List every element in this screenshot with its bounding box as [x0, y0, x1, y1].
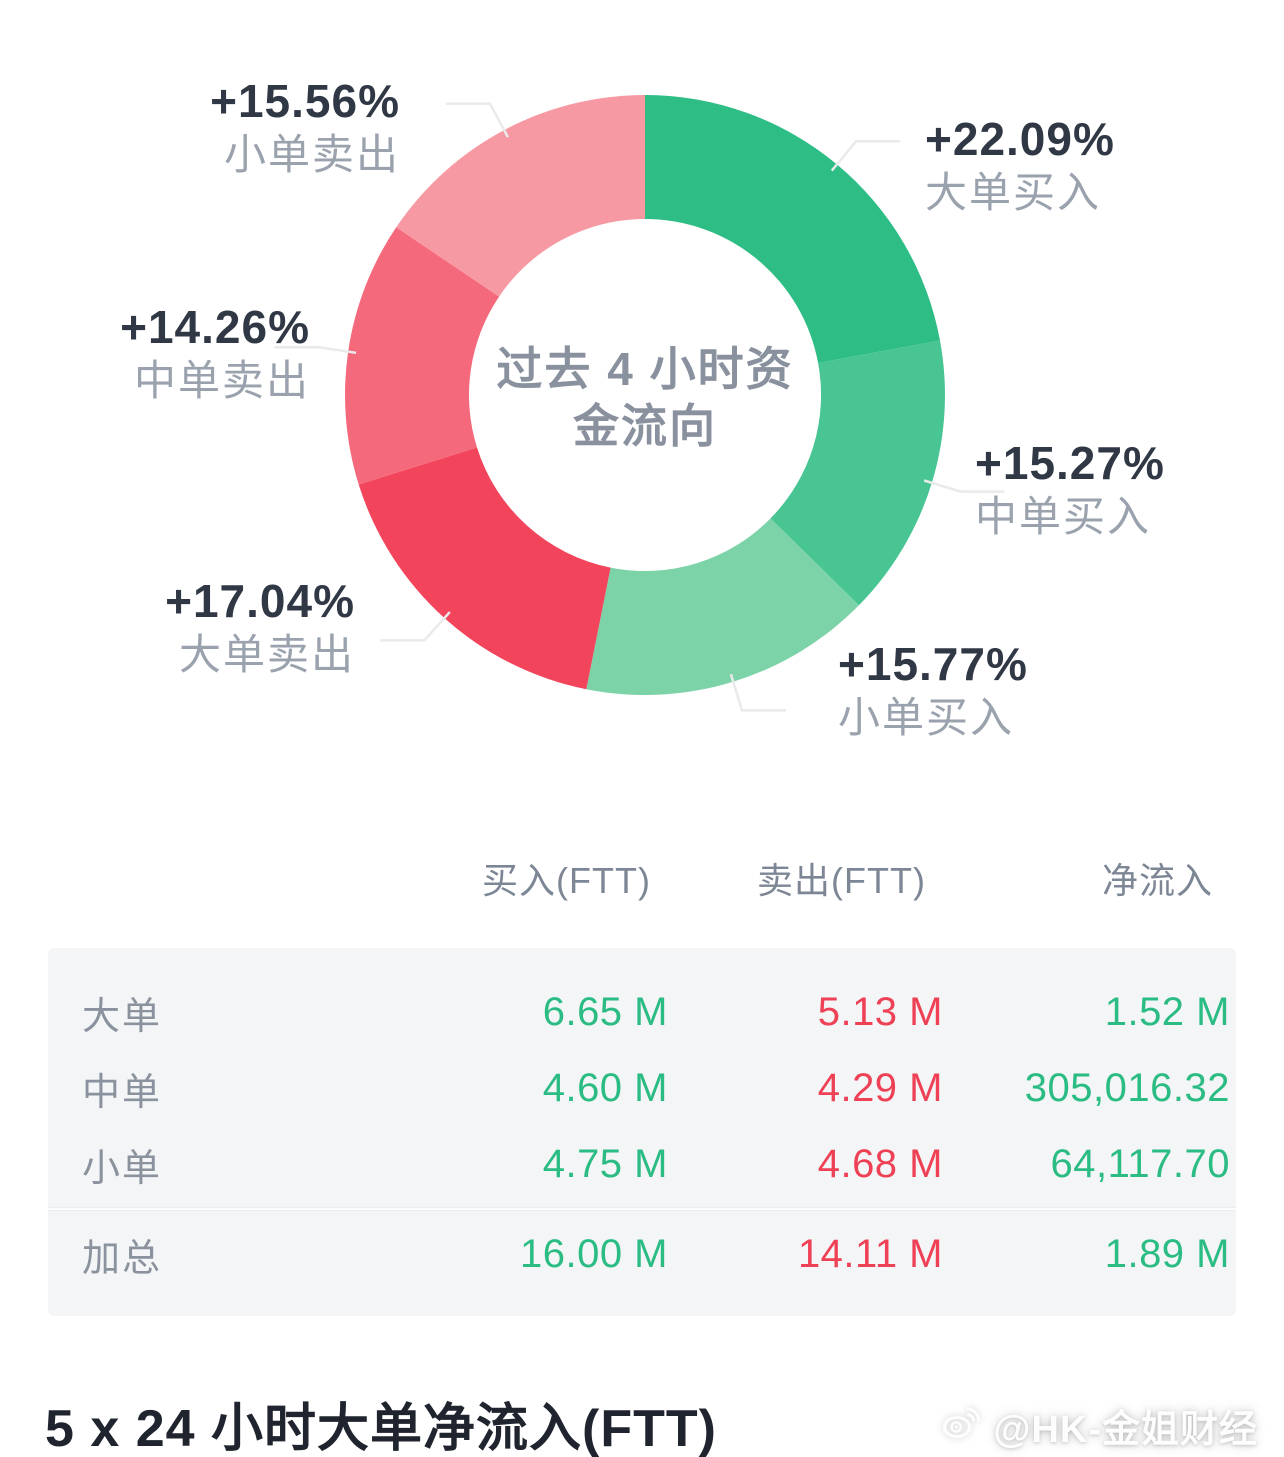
table-panel: 大单 6.65 M 5.13 M 1.52 M 中单 4.60 M 4.29 M… — [48, 948, 1236, 1316]
fund-flow-donut-chart — [274, 95, 1005, 712]
donut-slice-小单卖出 — [396, 95, 645, 297]
slice-pct-mid-sell: +14.26% — [120, 301, 310, 353]
donut-slice-大单卖出 — [358, 447, 611, 690]
mid-net-value: 305,016.32 — [1024, 1065, 1230, 1110]
slice-pct-big-sell: +17.04% — [165, 575, 355, 627]
small-net-value: 64,117.70 — [1050, 1141, 1230, 1186]
watermark: @HK-金姐财经 — [941, 1398, 1258, 1453]
weibo-icon — [941, 1402, 983, 1450]
row-label-total: 加总 — [82, 1237, 163, 1280]
donut-center-title: 过去 4 小时资 金流向 — [448, 341, 842, 455]
donut-slices — [345, 95, 945, 695]
table-header-net: 净流入 — [1101, 860, 1213, 901]
big-buy-value: 6.65 M — [542, 989, 668, 1034]
slice-name-small-sell: 小单卖出 — [223, 131, 400, 178]
slice-name-big-buy: 大单买入 — [925, 169, 1102, 216]
donut-slice-中单卖出 — [345, 227, 500, 485]
slice-name-small-buy: 小单买入 — [838, 694, 1015, 741]
row-label-big: 大单 — [82, 995, 163, 1038]
leader-line-大单买入 — [830, 140, 901, 172]
big-net-value: 1.52 M — [1104, 989, 1230, 1034]
slice-pct-small-sell: +15.56% — [210, 75, 400, 127]
table-row-small: 小单 4.75 M 4.68 M 64,117.70 — [82, 1126, 1230, 1202]
table-header-sell: 卖出(FTT) — [757, 860, 926, 901]
slice-pct-big-buy: +22.09% — [925, 113, 1115, 165]
leader-line-小单卖出 — [446, 102, 510, 138]
row-label-small: 小单 — [82, 1147, 163, 1190]
row-label-mid: 中单 — [82, 1071, 163, 1114]
mid-sell-value: 4.29 M — [817, 1065, 943, 1110]
donut-center-title-line2: 金流向 — [573, 400, 717, 453]
table-row-mid: 中单 4.60 M 4.29 M 305,016.32 — [82, 1050, 1230, 1126]
slice-label-mid-buy: +15.27% 中单买入 — [975, 440, 1165, 538]
small-buy-value: 4.75 M — [542, 1141, 668, 1186]
watermark-text: @HK-金姐财经 — [993, 1409, 1258, 1451]
section-title-24h-netflow: 5 x 24 小时大单净流入(FTT) — [45, 1400, 717, 1457]
leader-line-中单卖出 — [274, 346, 357, 355]
total-sell-value: 14.11 M — [797, 1231, 943, 1276]
donut-leader-lines — [274, 102, 1005, 712]
table-row-total: 加总 16.00 M 14.11 M 1.89 M — [82, 1216, 1230, 1292]
leader-line-中单买入 — [923, 479, 1005, 493]
slice-label-big-buy: +22.09% 大单买入 — [925, 116, 1115, 214]
small-sell-value: 4.68 M — [817, 1141, 943, 1186]
mid-buy-value: 4.60 M — [542, 1065, 668, 1110]
slice-label-mid-sell: +14.26% 中单卖出 — [120, 304, 310, 402]
slice-label-small-sell: +15.56% 小单卖出 — [210, 78, 400, 176]
big-sell-value: 5.13 M — [817, 989, 943, 1034]
table-row-big: 大单 6.65 M 5.13 M 1.52 M — [82, 974, 1230, 1050]
table-total-divider — [48, 1207, 1236, 1211]
leader-line-小单买入 — [729, 673, 786, 712]
total-net-value: 1.89 M — [1104, 1231, 1230, 1276]
total-buy-value: 16.00 M — [519, 1231, 668, 1276]
slice-name-mid-sell: 中单卖出 — [133, 357, 310, 404]
donut-slice-中单买入 — [770, 340, 945, 606]
table-header-buy: 买入(FTT) — [482, 860, 651, 901]
fund-flow-table: 买入(FTT) 卖出(FTT) 净流入 大单 6.65 M 5.13 M 1.5… — [0, 852, 1284, 1316]
donut-slice-大单买入 — [645, 95, 940, 363]
slice-label-big-sell: +17.04% 大单卖出 — [165, 578, 355, 676]
leader-line-大单卖出 — [380, 611, 451, 642]
slice-label-small-buy: +15.77% 小单买入 — [838, 641, 1028, 739]
donut-center-title-line1: 过去 4 小时资 — [496, 343, 794, 395]
slice-name-big-sell: 大单卖出 — [178, 631, 355, 678]
table-header-row: 买入(FTT) 卖出(FTT) 净流入 — [82, 852, 1230, 904]
slice-pct-small-buy: +15.77% — [838, 638, 1028, 690]
slice-name-mid-buy: 中单买入 — [975, 493, 1152, 540]
slice-pct-mid-buy: +15.27% — [975, 437, 1165, 489]
donut-slice-小单买入 — [586, 518, 859, 695]
